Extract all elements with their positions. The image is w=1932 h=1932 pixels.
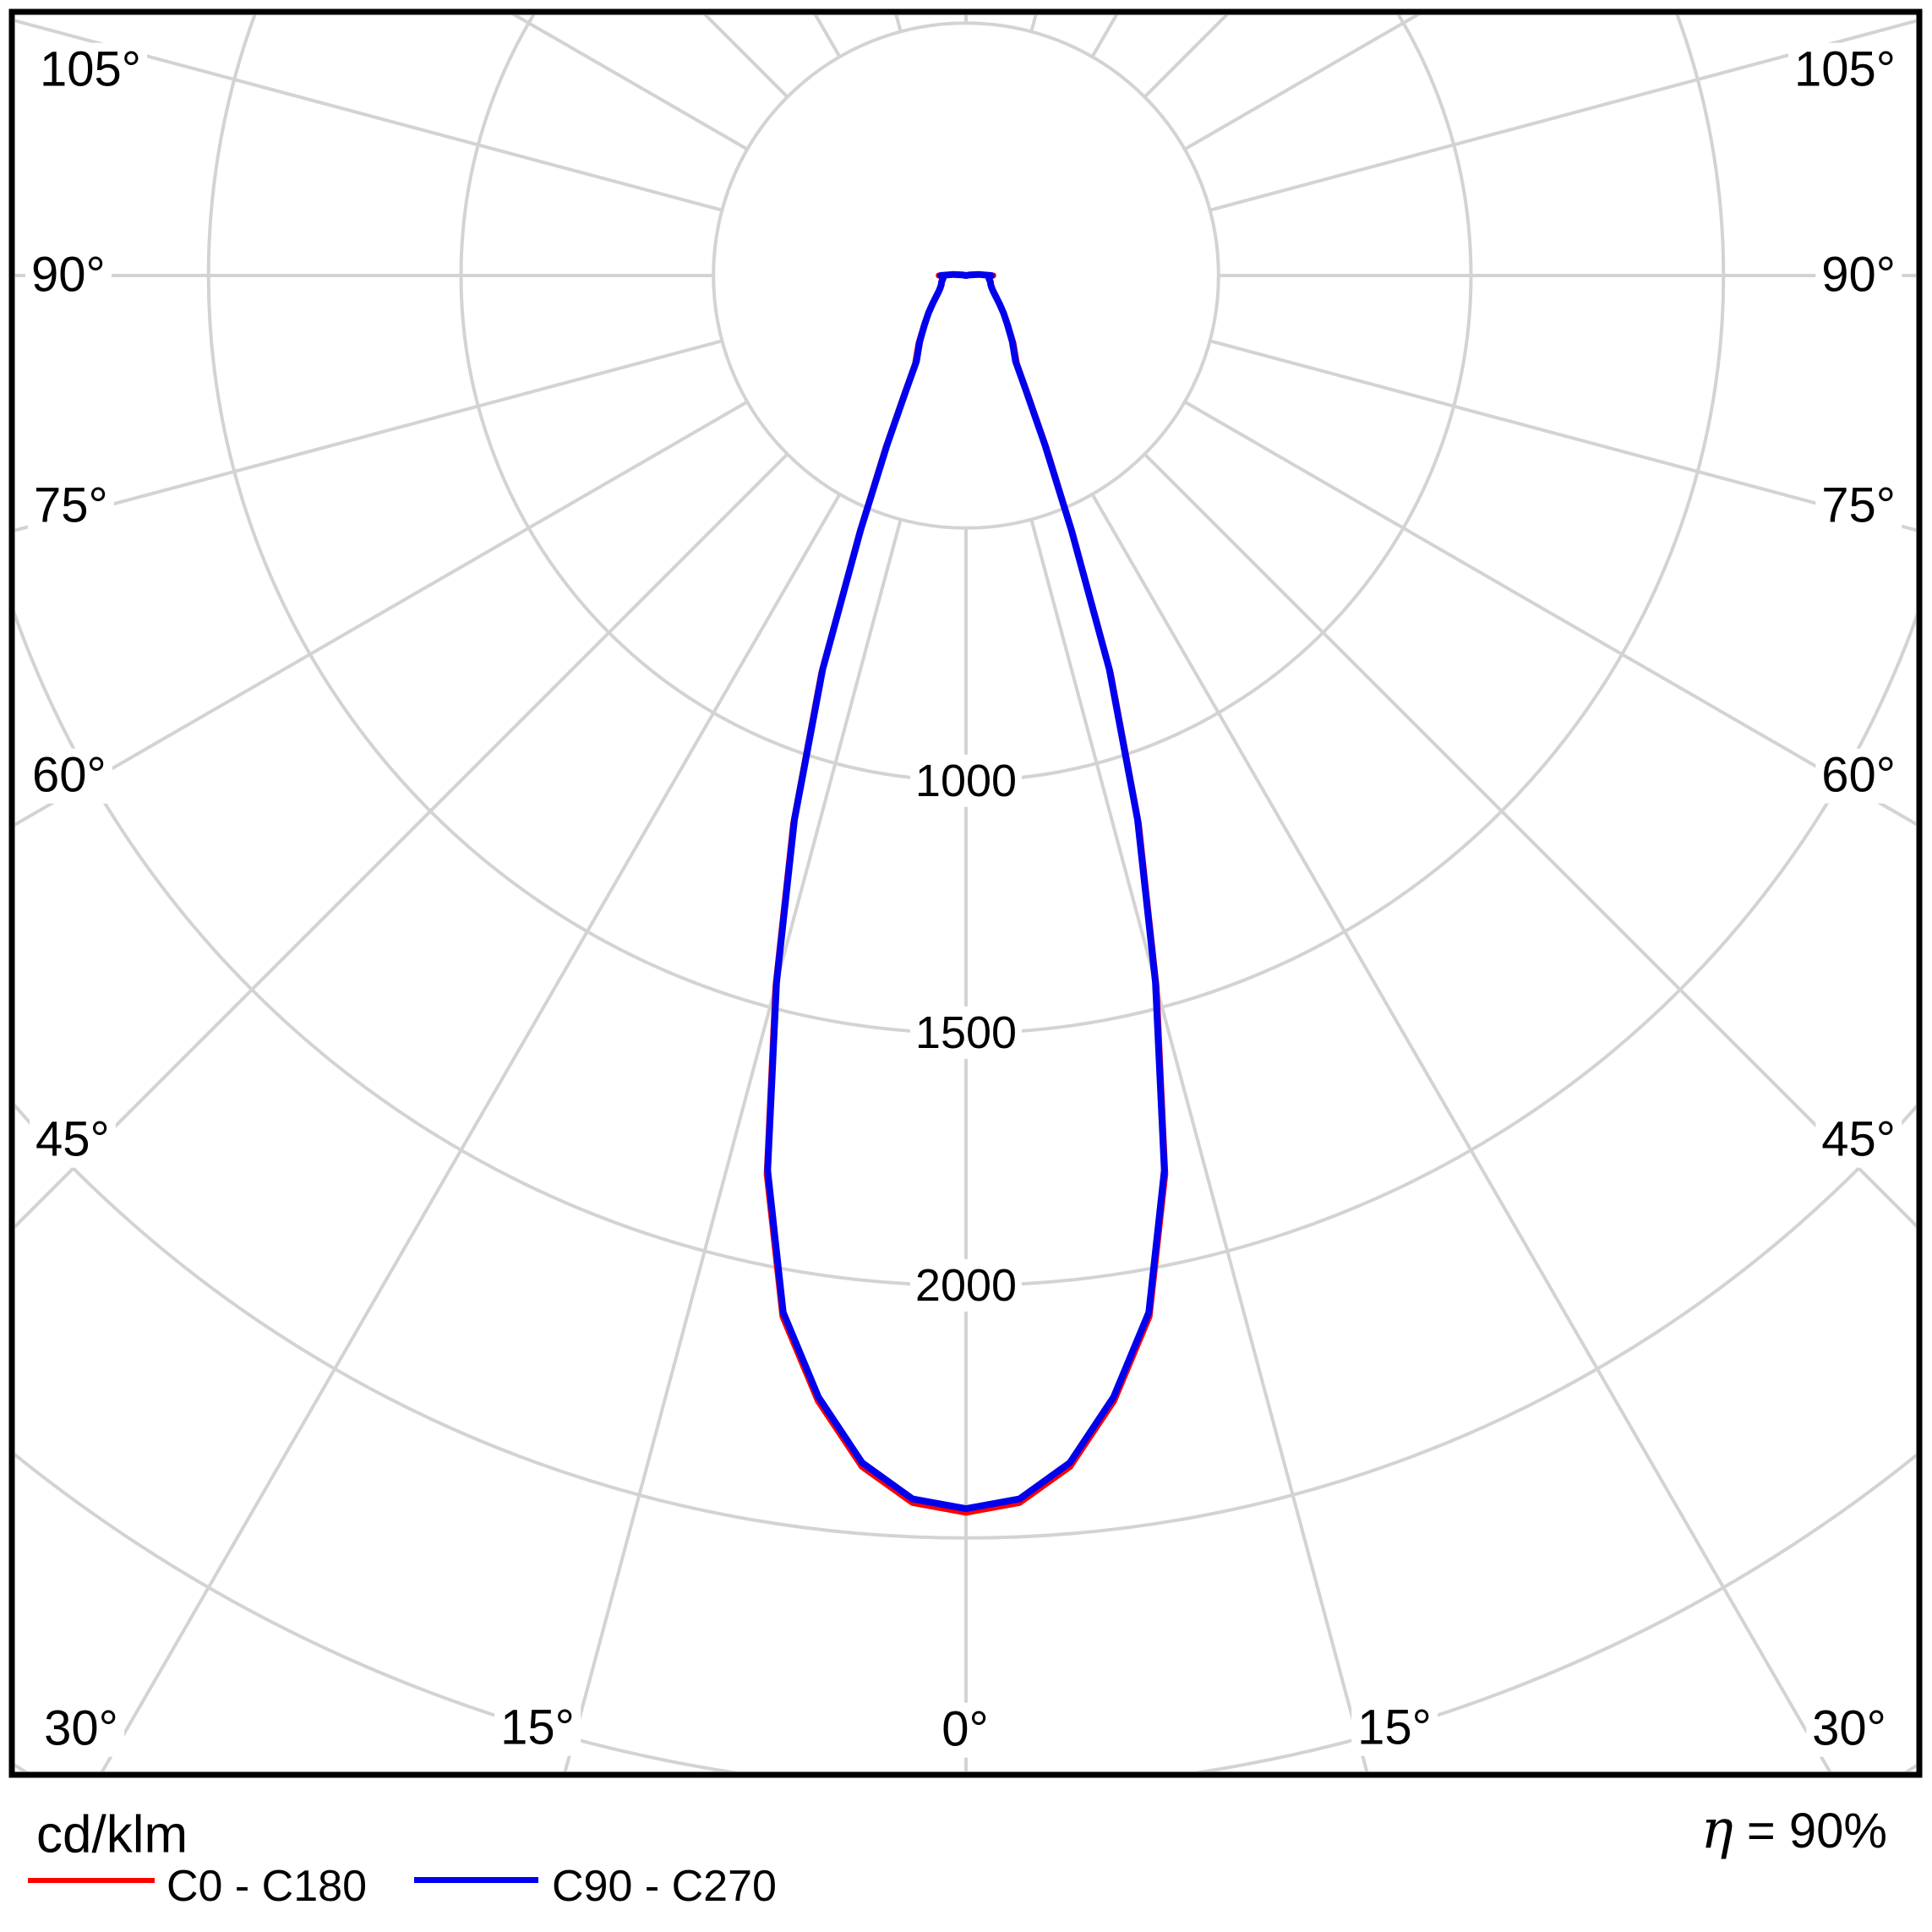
eta-symbol: η: [1700, 1798, 1733, 1861]
gamma-label-bottom-15R: 15°: [1351, 1700, 1438, 1756]
legend-swatch-c0-c180: [28, 1878, 155, 1883]
efficiency-label: η = 90%: [1700, 1798, 1887, 1861]
legend-swatch-c90-c270: [414, 1877, 538, 1883]
ring-label-1500: 1500: [909, 1006, 1023, 1060]
gamma-label-right-75: 75°: [1815, 478, 1902, 534]
ring-label-2000: 2000: [909, 1258, 1023, 1313]
gamma-label-right-45: 45°: [1815, 1112, 1902, 1168]
eta-value: = 90%: [1733, 1804, 1887, 1858]
gamma-label-left-60: 60°: [26, 748, 112, 804]
legend-label-c0-c180: C0 - C180: [166, 1862, 367, 1911]
gamma-label-left-105: 105°: [34, 42, 147, 98]
gamma-label-left-45: 45°: [30, 1112, 116, 1168]
gamma-label-left-90: 90°: [25, 248, 112, 303]
gamma-label-right-60: 60°: [1815, 748, 1902, 804]
ring-label-1000: 1000: [909, 754, 1023, 808]
gamma-label-left-75: 75°: [28, 478, 114, 534]
gamma-label-bottom-0: 0°: [936, 1702, 995, 1758]
unit-label: cd/klm: [36, 1805, 188, 1864]
gamma-label-bottom-30R: 30°: [1806, 1701, 1892, 1757]
gamma-label-right-90: 90°: [1815, 248, 1902, 303]
legend-label-c90-c270: C90 - C270: [552, 1862, 777, 1911]
gamma-label-bottom-30L: 30°: [38, 1701, 124, 1757]
gamma-label-right-105: 105°: [1788, 42, 1902, 98]
gamma-label-bottom-15L: 15°: [494, 1700, 581, 1756]
